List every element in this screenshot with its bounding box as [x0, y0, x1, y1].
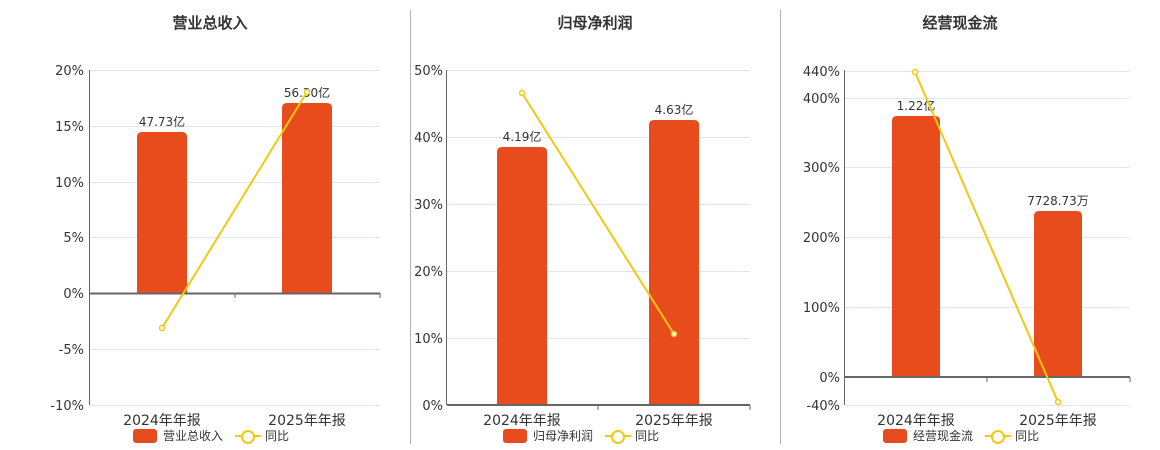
y-tick: -10% — [50, 399, 84, 414]
legend-line-label[interactable]: 同比 — [1015, 429, 1040, 443]
legend-bar-swatch — [503, 428, 527, 443]
y-tick: 440% — [803, 65, 840, 80]
y-tick: 200% — [803, 231, 840, 246]
y-tick: 20% — [55, 64, 84, 79]
legend-line-label[interactable]: 同比 — [635, 429, 660, 443]
x-tick: 2025年年报 — [635, 413, 713, 429]
legend-bar-label[interactable]: 归母净利润 — [533, 429, 594, 443]
legend-line-label[interactable]: 同比 — [265, 429, 290, 443]
panel-net-profit: 归母净利润 50% 40% 30% 20% 10% 0% 4.19亿 4.63亿 — [410, 0, 780, 450]
bar-2024 — [892, 116, 940, 377]
y-tick: -40% — [806, 399, 840, 414]
chart-operating-cash-flow: 440% 400% 300% 200% 100% 0% -40% 1.22亿 7… — [803, 65, 1131, 429]
y-tick: 0% — [422, 399, 443, 414]
chart-title: 营业总收入 — [172, 14, 248, 32]
legend[interactable]: 营业总收入 同比 — [133, 427, 289, 444]
yoy-line — [521, 92, 675, 335]
x-tick: 2024年年报 — [123, 413, 201, 429]
chart-revenue: 20% 15% 10% 5% 0% -5% -10% 47.73亿 56.30亿… — [50, 64, 381, 429]
legend[interactable]: 经营现金流 同比 — [883, 427, 1039, 444]
bar-label: 47.73亿 — [139, 114, 185, 129]
chart-title: 经营现金流 — [922, 14, 998, 32]
bar-label: 1.22亿 — [897, 98, 936, 113]
y-tick: 50% — [414, 64, 443, 79]
chart-net-profit: 50% 40% 30% 20% 10% 0% 4.19亿 4.63亿 2024年… — [414, 64, 751, 429]
y-tick: 20% — [414, 265, 443, 280]
x-tick: 2024年年报 — [877, 413, 955, 429]
x-tick: 2025年年报 — [1019, 413, 1097, 429]
y-tick: 10% — [55, 176, 84, 191]
x-tick: 2024年年报 — [483, 413, 561, 429]
y-tick: 15% — [55, 120, 84, 135]
y-axis-labels: 20% 15% 10% 5% 0% -5% -10% — [50, 64, 84, 414]
legend[interactable]: 归母净利润 同比 — [503, 427, 659, 444]
divider — [410, 10, 411, 444]
y-tick: -5% — [59, 343, 84, 358]
y-tick: 400% — [803, 92, 840, 107]
bar-label: 4.19亿 — [503, 129, 542, 144]
bar-label: 4.63亿 — [655, 102, 694, 117]
y-tick: 40% — [414, 131, 443, 146]
yoy-line — [161, 91, 308, 329]
bar-2024 — [497, 147, 547, 405]
bar-2025 — [1034, 211, 1082, 377]
chart-title: 归母净利润 — [557, 14, 633, 32]
y-tick: 0% — [63, 287, 84, 302]
y-tick: 30% — [414, 198, 443, 213]
divider — [780, 10, 781, 444]
y-tick: 10% — [414, 332, 443, 347]
y-tick: 5% — [63, 231, 84, 246]
y-tick: 0% — [819, 371, 840, 386]
panel-revenue: 营业总收入 20% 15% 10% 5% 0% -5% -10% 47.73亿 … — [0, 0, 405, 450]
legend-line-swatch — [605, 429, 632, 444]
legend-bar-swatch — [133, 428, 157, 443]
bar-2024 — [137, 132, 187, 293]
bar-2025 — [649, 120, 699, 405]
legend-line-swatch — [235, 429, 262, 444]
legend-bar-swatch — [883, 428, 907, 443]
bar-2025 — [282, 103, 332, 293]
legend-bar-label[interactable]: 营业总收入 — [163, 429, 224, 443]
legend-line-swatch — [985, 429, 1012, 444]
x-tick: 2025年年报 — [268, 413, 346, 429]
panel-operating-cash-flow: 经营现金流 440% 400% 300% 200% 100% 0% -40% 1… — [780, 0, 1160, 450]
y-tick: 300% — [803, 161, 840, 176]
legend-bar-label[interactable]: 经营现金流 — [913, 429, 974, 443]
bar-label: 7728.73万 — [1027, 194, 1089, 208]
yoy-line — [914, 71, 1059, 403]
y-tick: 100% — [803, 301, 840, 316]
